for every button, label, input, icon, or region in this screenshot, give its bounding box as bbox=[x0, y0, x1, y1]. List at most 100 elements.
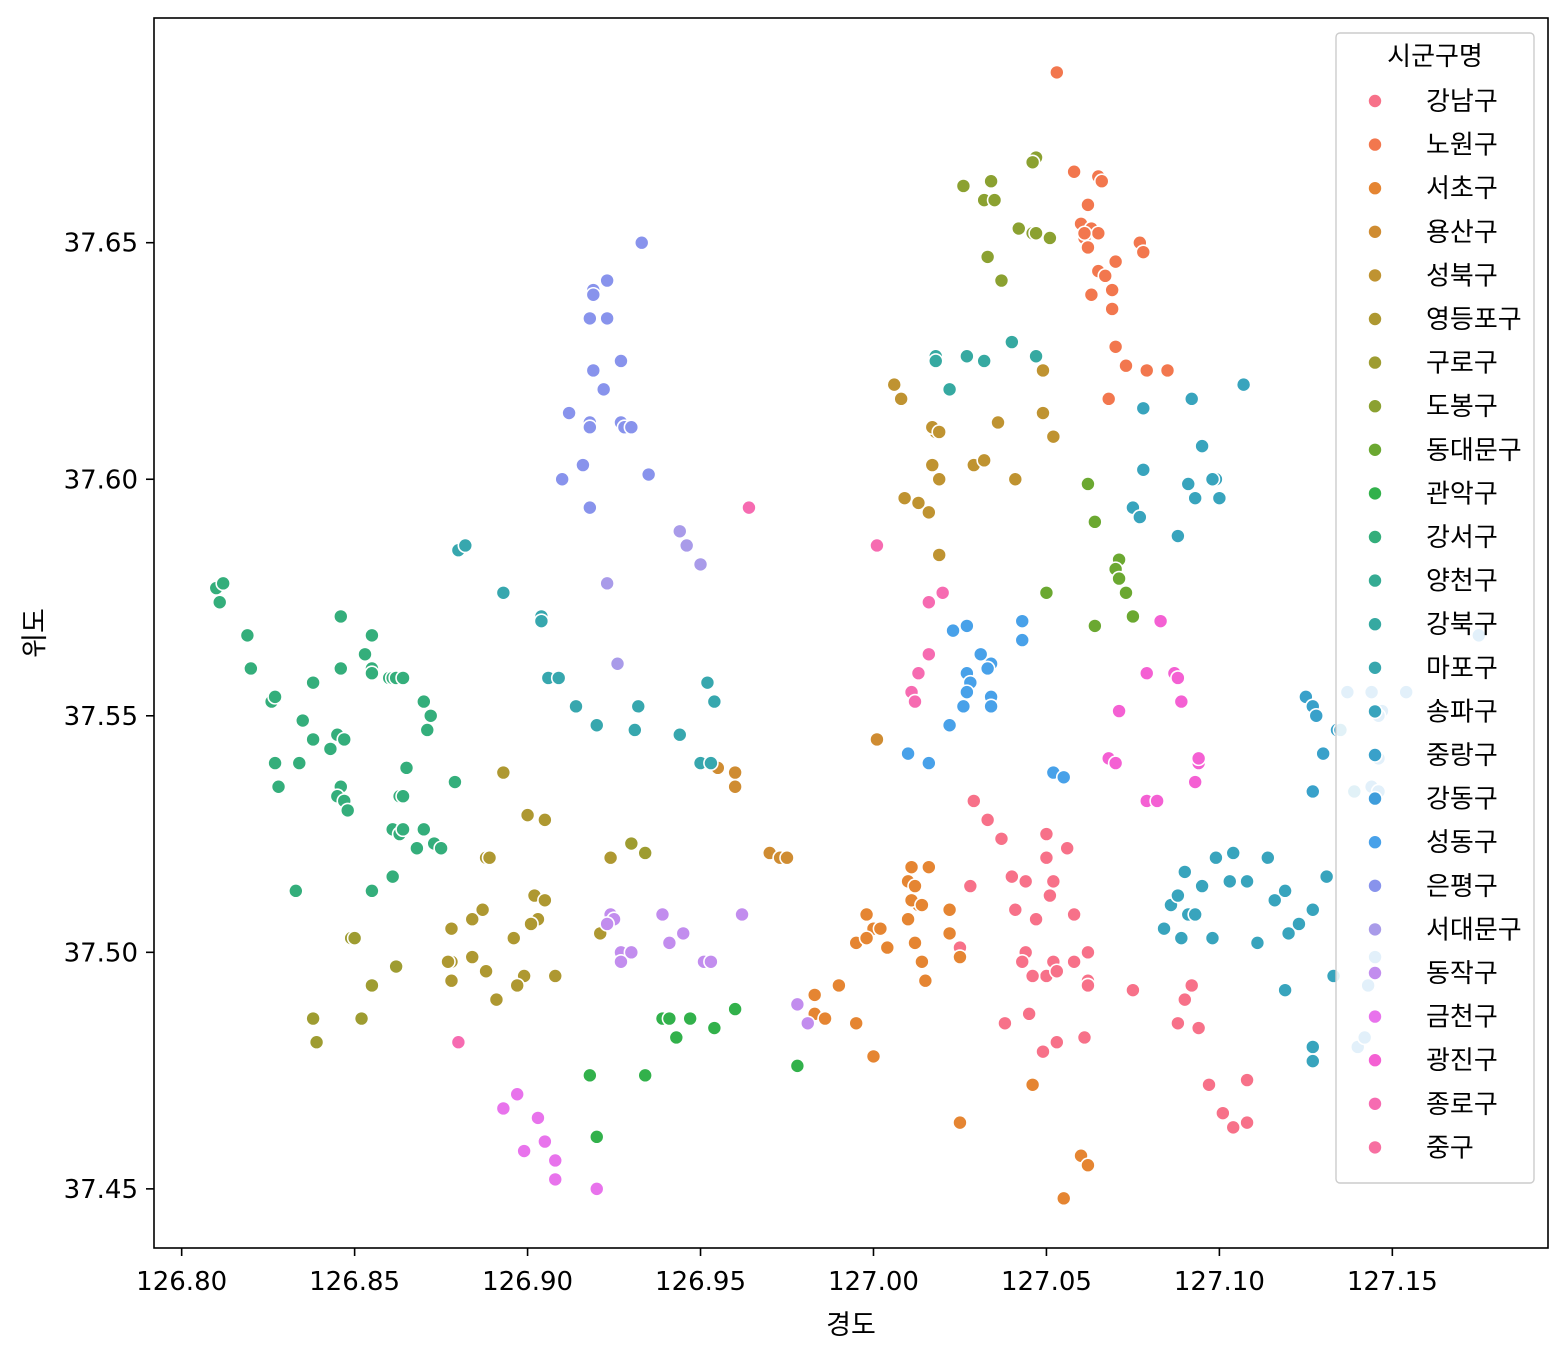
data-point bbox=[364, 627, 380, 644]
legend-item: 노원구 bbox=[1367, 131, 1498, 161]
data-point bbox=[952, 949, 968, 965]
data-point bbox=[1125, 982, 1141, 998]
data-point bbox=[1080, 977, 1096, 994]
data-point bbox=[533, 613, 550, 629]
legend-label: 마포구 bbox=[1426, 654, 1498, 684]
data-point bbox=[1080, 944, 1096, 961]
data-point bbox=[703, 755, 719, 771]
data-point bbox=[1080, 1157, 1096, 1174]
data-point bbox=[1087, 618, 1103, 634]
data-point bbox=[547, 1171, 564, 1188]
data-point bbox=[671, 523, 688, 540]
data-point bbox=[900, 911, 916, 928]
data-point bbox=[613, 353, 629, 369]
legend-item: 광진구 bbox=[1367, 1046, 1498, 1076]
data-point bbox=[1138, 362, 1155, 379]
data-point bbox=[1107, 755, 1124, 771]
data-point bbox=[959, 618, 975, 634]
data-point bbox=[1066, 953, 1082, 970]
data-point bbox=[1014, 953, 1031, 970]
data-point bbox=[1004, 334, 1020, 350]
data-point bbox=[609, 655, 626, 672]
data-point bbox=[537, 892, 553, 909]
legend-label: 양천구 bbox=[1426, 567, 1498, 597]
x-tick-label: 127.00 bbox=[828, 1267, 919, 1297]
data-point bbox=[1291, 916, 1307, 932]
data-point bbox=[288, 883, 304, 899]
data-point bbox=[1235, 376, 1252, 393]
legend-item: 송파구 bbox=[1367, 697, 1498, 727]
points-layer bbox=[208, 64, 1487, 1207]
data-point bbox=[917, 972, 934, 989]
legend-item: 금천구 bbox=[1367, 1003, 1498, 1033]
legend-item: 마포구 bbox=[1367, 654, 1498, 684]
data-point bbox=[464, 949, 481, 965]
data-point bbox=[537, 812, 553, 828]
data-point bbox=[910, 495, 927, 511]
legend-marker bbox=[1367, 93, 1383, 109]
data-point bbox=[637, 845, 653, 861]
legend-label: 중랑구 bbox=[1426, 741, 1498, 771]
data-point bbox=[1049, 1034, 1065, 1051]
data-point bbox=[1076, 225, 1093, 242]
data-point bbox=[1239, 873, 1255, 890]
data-point bbox=[1100, 391, 1117, 407]
data-point bbox=[1014, 632, 1031, 648]
data-point bbox=[1156, 920, 1172, 937]
data-point bbox=[1304, 1039, 1321, 1055]
data-point bbox=[900, 745, 916, 762]
legend-item: 도봉구 bbox=[1367, 392, 1498, 422]
data-point bbox=[1080, 197, 1096, 213]
legend-marker bbox=[1367, 1052, 1383, 1068]
data-point bbox=[595, 381, 612, 398]
data-point bbox=[990, 414, 1006, 431]
data-point bbox=[613, 953, 629, 970]
data-point bbox=[727, 1001, 743, 1017]
series-group bbox=[440, 764, 619, 1008]
data-point bbox=[640, 466, 657, 483]
legend-label: 관악구 bbox=[1426, 479, 1498, 509]
data-point bbox=[1017, 873, 1034, 890]
legend-marker bbox=[1367, 398, 1383, 415]
data-point bbox=[623, 835, 640, 852]
legend-marker bbox=[1367, 1008, 1383, 1025]
series-group bbox=[554, 234, 657, 516]
data-point bbox=[959, 348, 975, 365]
data-point bbox=[588, 1129, 605, 1145]
data-point bbox=[678, 537, 695, 554]
data-point bbox=[741, 499, 757, 516]
data-point bbox=[1211, 490, 1228, 506]
legend-label: 성동구 bbox=[1426, 828, 1498, 858]
legend-label: 강동구 bbox=[1426, 785, 1498, 815]
series-group bbox=[1049, 64, 1176, 407]
data-point bbox=[395, 670, 411, 686]
data-point bbox=[993, 272, 1010, 289]
data-point bbox=[907, 878, 923, 894]
data-point bbox=[332, 660, 349, 677]
data-point bbox=[955, 178, 972, 194]
data-point bbox=[409, 840, 425, 857]
legend-title: 시군구명 bbox=[1387, 42, 1483, 72]
x-tick-label: 127.10 bbox=[1174, 1267, 1265, 1297]
data-point bbox=[633, 234, 650, 251]
data-point bbox=[941, 901, 958, 918]
data-point bbox=[1135, 244, 1152, 260]
data-point bbox=[1087, 514, 1103, 530]
data-point bbox=[1104, 301, 1120, 317]
series-group bbox=[952, 793, 1255, 1136]
data-point bbox=[1045, 428, 1062, 445]
legend-items: 강남구노원구서초구용산구성북구영등포구구로구도봉구동대문구관악구강서구양천구강북… bbox=[1367, 87, 1522, 1163]
data-point bbox=[1187, 774, 1203, 790]
data-point bbox=[872, 920, 889, 937]
data-point bbox=[523, 916, 539, 932]
data-point bbox=[1107, 338, 1124, 355]
data-point bbox=[668, 1029, 685, 1046]
data-point bbox=[481, 849, 498, 866]
data-point bbox=[495, 1100, 512, 1117]
data-point bbox=[972, 646, 989, 663]
data-point bbox=[997, 1015, 1013, 1032]
data-point bbox=[585, 286, 602, 303]
legend-item: 동작구 bbox=[1367, 959, 1498, 989]
data-point bbox=[637, 1067, 653, 1084]
data-point bbox=[1239, 1114, 1255, 1131]
